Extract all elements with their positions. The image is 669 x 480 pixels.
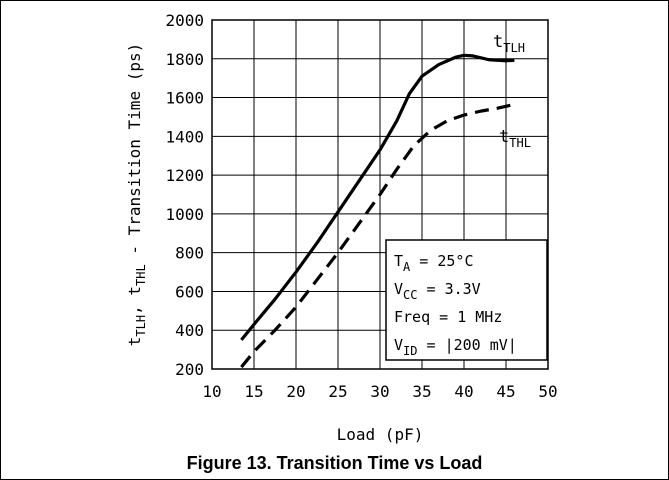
y-tick-label: 1000 (165, 205, 204, 224)
condition-line: Freq = 1 MHz (394, 308, 502, 326)
x-tick-label: 20 (286, 382, 305, 401)
y-axis-label-sub1: TLH (134, 315, 148, 337)
condition-sub: CC (403, 288, 417, 302)
y-axis-label-t2: t (125, 286, 144, 296)
y-axis-label-sub2: THL (134, 264, 148, 286)
y-tick-label: 1400 (165, 127, 204, 146)
x-tick-label: 35 (412, 382, 431, 401)
plot-area (211, 19, 549, 370)
y-tick-label: 1800 (165, 50, 204, 69)
y-tick-label: 2000 (165, 11, 204, 30)
series-label-base: t (499, 127, 509, 147)
y-axis-label-rest: - Transition Time (ps) (125, 43, 144, 265)
y-tick-label: 200 (175, 360, 204, 379)
x-tick-label: 25 (328, 382, 347, 401)
condition-base: V (394, 280, 403, 298)
series-label-tlh: tTLH (493, 32, 525, 55)
condition-sub: A (403, 260, 411, 274)
x-tick-label: 15 (244, 382, 263, 401)
condition-line: VID = |200 mV| (394, 336, 517, 358)
y-tick-label: 800 (175, 244, 204, 263)
y-axis-label-sep: , (125, 296, 144, 315)
x-axis-label: Load (pF) (337, 425, 424, 444)
y-axis-label: tTLH, tTHL - Transition Time (ps) (125, 43, 148, 346)
y-tick-label: 1600 (165, 89, 204, 108)
x-tick-label: 45 (496, 382, 515, 401)
x-tick-label: 10 (202, 382, 221, 401)
y-tick-label: 1200 (165, 166, 204, 185)
x-tick-labels: 10 15 20 25 30 35 40 45 50 (202, 382, 557, 401)
condition-base: T (394, 252, 403, 270)
condition-rest: = 25°C (410, 252, 473, 270)
plot-border (211, 19, 549, 370)
condition-line: VCC = 3.3V (394, 280, 481, 302)
condition-base: Freq = 1 MHz (394, 308, 502, 326)
y-axis-label-t1: t (125, 337, 144, 347)
y-tick-label: 400 (175, 321, 204, 340)
condition-sub: ID (403, 344, 417, 358)
series-label-thl: tTHL (499, 127, 531, 150)
y-tick-labels: 200 400 600 800 1000 1200 1400 1600 1800 2000 (165, 11, 204, 379)
y-tick-label: 600 (175, 282, 204, 301)
x-tick-label: 30 (370, 382, 389, 401)
condition-rest: = |200 mV| (417, 336, 516, 354)
figure-caption: Figure 13. Transition Time vs Load (186, 453, 483, 473)
x-tick-label: 50 (538, 382, 557, 401)
condition-rest: = 3.3V (417, 280, 480, 298)
series-label-base: t (493, 32, 503, 52)
series-label-sub: TLH (503, 41, 525, 55)
condition-line: TA = 25°C (394, 252, 473, 274)
series-label-sub: THL (509, 136, 531, 150)
series-lines (240, 53, 515, 369)
series-line-tlh (240, 53, 515, 341)
condition-base: V (394, 336, 403, 354)
transition-time-chart: 10 15 20 25 30 35 40 45 50 200 400 600 800 1000 1200 1… (125, 11, 558, 444)
conditions-box-border (385, 239, 548, 361)
x-tick-label: 40 (454, 382, 473, 401)
